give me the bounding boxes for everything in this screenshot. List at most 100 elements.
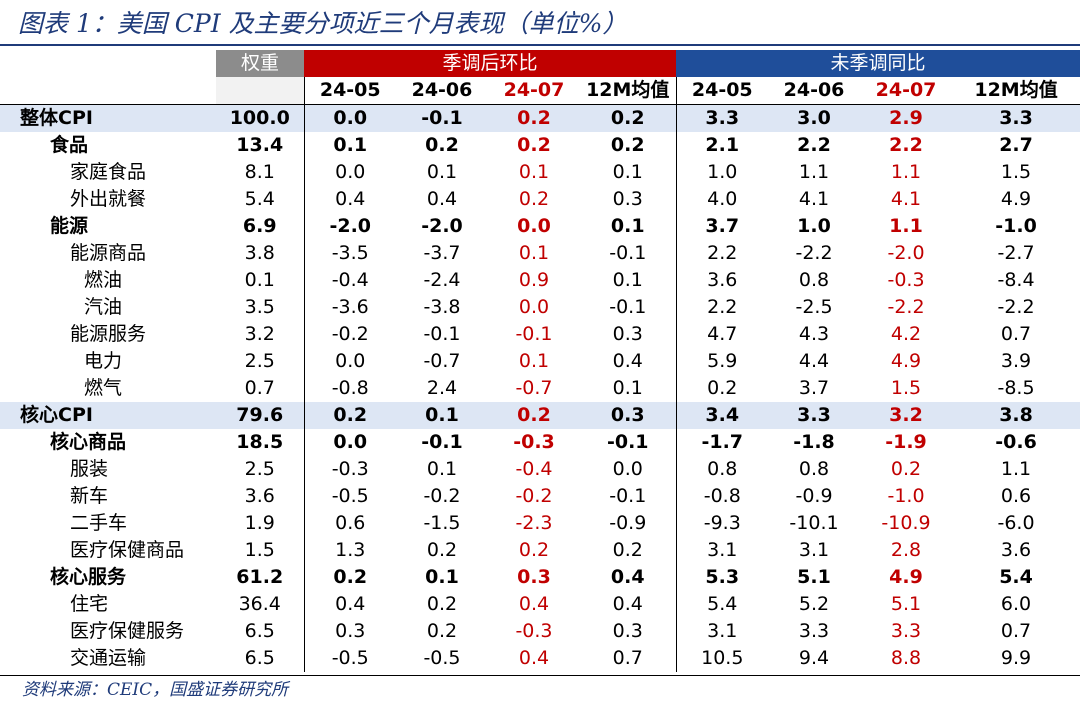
row-label: 交通运输 xyxy=(70,647,147,669)
sa-value-cell: 0.2 xyxy=(425,134,459,156)
sa-value-cell: -0.5 xyxy=(423,647,461,669)
nsa-value-cell: 3.2 xyxy=(860,402,953,429)
sa-value-cell: -0.2 xyxy=(331,323,369,345)
row-label: 二手车 xyxy=(70,512,128,534)
weight-cell: 6.5 xyxy=(216,645,305,672)
sa-value-cell: 0.9 xyxy=(518,269,550,291)
sa-value-cell: 0.4 xyxy=(426,188,458,210)
sa-value-cell: 0.1 xyxy=(580,375,677,402)
nsa-value-cell: -2.2 xyxy=(795,242,833,264)
table-row: 能源服务 3.2 -0.2 -0.1 -0.1 0.3 4.7 4.3 4.2 0.7 xyxy=(0,321,1080,348)
sa-group-header: 季调后环比 xyxy=(304,50,677,77)
nsa-value-cell: 1.1 xyxy=(798,161,830,183)
table-row: 食品 13.4 0.1 0.2 0.2 0.2 2.1 2.2 2.2 2.7 xyxy=(0,132,1080,159)
corner-subcell xyxy=(0,77,216,105)
nsa-value-cell: 4.9 xyxy=(1000,188,1032,210)
nsa-value-cell: 5.4 xyxy=(999,566,1033,588)
table-row: 整体CPI 100.0 0.0 -0.1 0.2 0.2 3.3 3.0 2.9 3.3 xyxy=(0,104,1080,132)
sa-value-cell: 0.4 xyxy=(580,591,677,618)
sa-value-cell: -0.1 xyxy=(580,429,677,456)
weight-cell: 2.5 xyxy=(216,348,305,375)
nsa-value-cell: 1.5 xyxy=(890,377,922,399)
corner-cell xyxy=(0,50,216,77)
nsa-value-cell: 0.8 xyxy=(707,458,738,480)
sa-value-cell: 0.2 xyxy=(580,132,677,159)
nsa-value-cell: 3.7 xyxy=(798,377,830,399)
sa-value-cell: 0.1 xyxy=(518,161,550,183)
nsa-value-cell: 5.2 xyxy=(798,593,830,615)
nsa-value-cell: -2.5 xyxy=(795,296,833,318)
sa-value-cell: -0.1 xyxy=(580,240,677,267)
nsa-value-cell: 1.1 xyxy=(1000,458,1032,480)
sa-value-cell: -0.8 xyxy=(331,377,369,399)
source-note: 资料来源：CEIC，国盛证券研究所 xyxy=(22,680,289,700)
sa-value-cell: -0.1 xyxy=(580,294,677,321)
sa-value-cell: -0.3 xyxy=(513,431,555,453)
row-label: 电力 xyxy=(84,350,123,372)
nsa-value-cell: 2.8 xyxy=(890,539,922,561)
sa-value-cell: -0.1 xyxy=(396,104,488,132)
nsa-value-cell: 3.3 xyxy=(676,104,769,132)
nsa-value-cell: -1.8 xyxy=(793,431,835,453)
sa-value-cell: 0.4 xyxy=(518,593,550,615)
nsa-value-cell: 2.7 xyxy=(999,134,1033,156)
nsa-value-cell: 4.1 xyxy=(890,188,922,210)
weight-cell: 1.5 xyxy=(216,537,305,564)
nsa-value-cell: -2.2 xyxy=(997,296,1035,318)
sa-value-cell: -3.5 xyxy=(331,242,369,264)
row-label: 核心CPI xyxy=(0,402,216,429)
nsa-value-cell: 3.3 xyxy=(768,402,861,429)
nsa-value-cell: 0.8 xyxy=(798,269,830,291)
weight-cell: 100.0 xyxy=(216,104,305,132)
row-label: 家庭食品 xyxy=(70,161,147,183)
nsa-value-cell: 5.9 xyxy=(707,350,738,372)
sa-value-cell: 0.4 xyxy=(518,647,550,669)
sa-value-cell: 0.2 xyxy=(333,566,368,588)
weight-cell: 2.5 xyxy=(216,456,305,483)
sa-value-cell: 0.2 xyxy=(426,539,458,561)
weight-cell: 36.4 xyxy=(216,591,305,618)
nsa-value-cell: 5.4 xyxy=(707,593,738,615)
weight-header: 权重 xyxy=(216,50,304,77)
nsa-value-cell: 1.0 xyxy=(707,161,738,183)
table-row: 能源 6.9 -2.0 -2.0 0.0 0.1 3.7 1.0 1.1 -1.0 xyxy=(0,213,1080,240)
sa-value-cell: 0.6 xyxy=(335,512,366,534)
nsa-value-cell: -0.6 xyxy=(995,431,1037,453)
table-row: 燃油 0.1 -0.4 -2.4 0.9 0.1 3.6 0.8 -0.3 -8.4 xyxy=(0,267,1080,294)
sa-value-cell: 0.3 xyxy=(580,402,677,429)
sa-value-cell: -0.1 xyxy=(421,431,463,453)
sa-value-cell: 0.4 xyxy=(580,564,677,591)
nsa-value-cell: 3.0 xyxy=(768,104,861,132)
sa-value-cell: 0.4 xyxy=(335,188,366,210)
nsa-value-cell: -9.3 xyxy=(703,512,741,534)
nsa-value-cell: 3.9 xyxy=(1000,350,1032,372)
nsa-value-cell: -0.9 xyxy=(795,485,833,507)
period-header: 24-05 xyxy=(304,77,396,105)
nsa-value-cell: -8.5 xyxy=(997,377,1035,399)
sa-value-cell: 0.0 xyxy=(335,161,366,183)
period-header-row: 24-05 24-06 24-07 12M均值 24-05 24-06 24-0… xyxy=(0,77,1080,105)
table-body: 权重 季调后环比 未季调同比 24-05 24-06 24-07 12M均值 2… xyxy=(0,50,1080,672)
sa-value-cell: -0.2 xyxy=(515,485,553,507)
sa-value-cell: 0.2 xyxy=(426,593,458,615)
sa-value-cell: 0.2 xyxy=(518,539,550,561)
sa-value-cell: -3.7 xyxy=(423,242,461,264)
nsa-value-cell: 8.8 xyxy=(890,647,922,669)
nsa-value-cell: 5.1 xyxy=(890,593,922,615)
nsa-value-cell: 4.0 xyxy=(707,188,738,210)
nsa-value-cell: 2.2 xyxy=(707,296,738,318)
table-row: 汽油 3.5 -3.6 -3.8 0.0 -0.1 2.2 -2.5 -2.2 -2.2 xyxy=(0,294,1080,321)
nsa-value-cell: -1.9 xyxy=(885,431,927,453)
nsa-value-cell: -6.0 xyxy=(997,512,1035,534)
sa-value-cell: 0.3 xyxy=(580,321,677,348)
sa-value-cell: 0.2 xyxy=(580,104,677,132)
nsa-value-cell: 9.4 xyxy=(798,647,830,669)
nsa-value-cell: -0.8 xyxy=(703,485,741,507)
table-row: 二手车 1.9 0.6 -1.5 -2.3 -0.9 -9.3 -10.1 -10.9 -6.0 xyxy=(0,510,1080,537)
row-label: 住宅 xyxy=(70,593,109,615)
sa-value-cell: 0.0 xyxy=(335,350,366,372)
sa-value-cell: 0.1 xyxy=(518,242,550,264)
sa-value-cell: -0.7 xyxy=(515,377,553,399)
nsa-value-cell: 1.0 xyxy=(797,215,831,237)
sa-value-cell: 0.1 xyxy=(580,267,677,294)
